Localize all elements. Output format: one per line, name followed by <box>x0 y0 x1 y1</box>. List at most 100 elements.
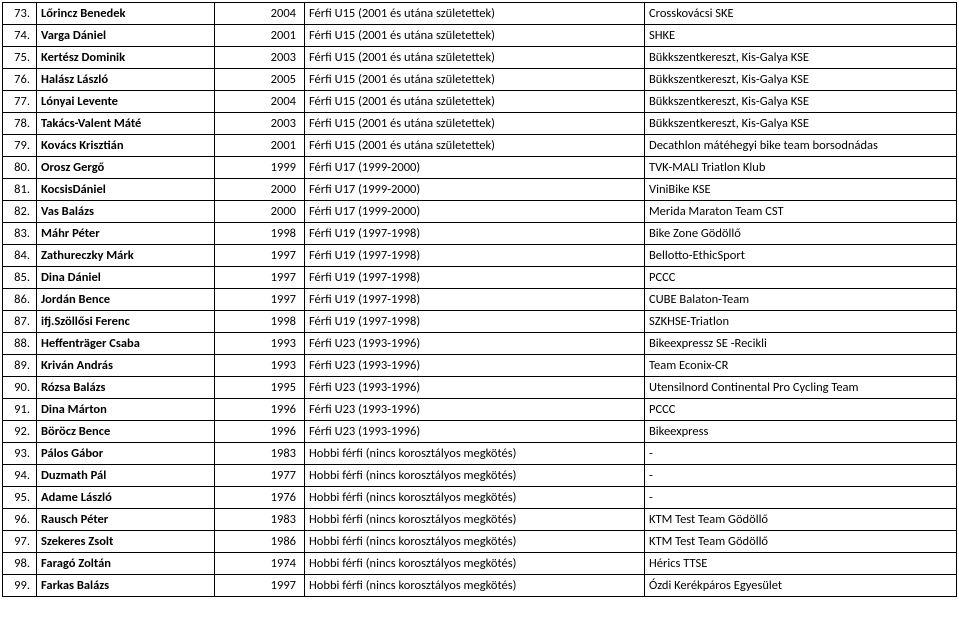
row-number: 99. <box>3 575 37 597</box>
team: Bikeexpress <box>645 421 957 443</box>
category: Férfi U17 (1999-2000) <box>305 179 645 201</box>
birth-year: 2004 <box>215 91 305 113</box>
athlete-name: Farkas Balázs <box>37 575 215 597</box>
athlete-name: Adame László <box>37 487 215 509</box>
athlete-name: ifj.Szöllősi Ferenc <box>37 311 215 333</box>
birth-year: 2000 <box>215 179 305 201</box>
row-number: 88. <box>3 333 37 355</box>
row-number: 89. <box>3 355 37 377</box>
athlete-name: Zathureczky Márk <box>37 245 215 267</box>
birth-year: 1997 <box>215 245 305 267</box>
team: PCCC <box>645 399 957 421</box>
category: Hobbi férfi (nincs korosztályos megkötés… <box>305 575 645 597</box>
birth-year: 2003 <box>215 47 305 69</box>
team: ViniBike KSE <box>645 179 957 201</box>
category: Férfi U15 (2001 és utána születettek) <box>305 91 645 113</box>
birth-year: 2005 <box>215 69 305 91</box>
category: Férfi U19 (1997-1998) <box>305 289 645 311</box>
table-row: 93.Pálos Gábor1983Hobbi férfi (nincs kor… <box>3 443 957 465</box>
table-row: 81.KocsisDániel2000Férfi U17 (1999-2000)… <box>3 179 957 201</box>
row-number: 94. <box>3 465 37 487</box>
athlete-name: Varga Dániel <box>37 25 215 47</box>
athlete-name: Pálos Gábor <box>37 443 215 465</box>
team: SZKHSE-Triatlon <box>645 311 957 333</box>
birth-year: 2000 <box>215 201 305 223</box>
athlete-name: Böröcz Bence <box>37 421 215 443</box>
table-row: 88.Heffenträger Csaba1993Férfi U23 (1993… <box>3 333 957 355</box>
table-row: 92.Böröcz Bence1996Férfi U23 (1993-1996)… <box>3 421 957 443</box>
table-row: 97.Szekeres Zsolt1986Hobbi férfi (nincs … <box>3 531 957 553</box>
category: Hobbi férfi (nincs korosztályos megkötés… <box>305 553 645 575</box>
table-row: 79.Kovács Krisztián2001Férfi U15 (2001 é… <box>3 135 957 157</box>
row-number: 83. <box>3 223 37 245</box>
table-row: 91.Dina Márton1996Férfi U23 (1993-1996)P… <box>3 399 957 421</box>
row-number: 86. <box>3 289 37 311</box>
table-row: 84.Zathureczky Márk1997Férfi U19 (1997-1… <box>3 245 957 267</box>
athlete-name: Jordán Bence <box>37 289 215 311</box>
table-row: 89.Kriván András1993Férfi U23 (1993-1996… <box>3 355 957 377</box>
birth-year: 1977 <box>215 465 305 487</box>
category: Férfi U23 (1993-1996) <box>305 399 645 421</box>
team: PCCC <box>645 267 957 289</box>
athlete-name: Kertész Dominik <box>37 47 215 69</box>
row-number: 80. <box>3 157 37 179</box>
athlete-name: Lónyai Levente <box>37 91 215 113</box>
row-number: 92. <box>3 421 37 443</box>
birth-year: 1996 <box>215 399 305 421</box>
team: Bellotto-EthicSport <box>645 245 957 267</box>
category: Férfi U23 (1993-1996) <box>305 333 645 355</box>
category: Férfi U17 (1999-2000) <box>305 157 645 179</box>
team: Bikeexpressz SE -Recikli <box>645 333 957 355</box>
team: CUBE Balaton-Team <box>645 289 957 311</box>
row-number: 81. <box>3 179 37 201</box>
team: Bükkszentkereszt, Kis-Galya KSE <box>645 91 957 113</box>
team: Bike Zone Gödöllő <box>645 223 957 245</box>
birth-year: 1983 <box>215 443 305 465</box>
team: KTM Test Team Gödöllő <box>645 509 957 531</box>
table-row: 80.Orosz Gergő1999Férfi U17 (1999-2000)T… <box>3 157 957 179</box>
birth-year: 1974 <box>215 553 305 575</box>
row-number: 77. <box>3 91 37 113</box>
birth-year: 2004 <box>215 3 305 25</box>
row-number: 79. <box>3 135 37 157</box>
team: Ózdi Kerékpáros Egyesület <box>645 575 957 597</box>
birth-year: 1995 <box>215 377 305 399</box>
athlete-name: Faragó Zoltán <box>37 553 215 575</box>
team: Merida Maraton Team CST <box>645 201 957 223</box>
table-row: 95.Adame László1976Hobbi férfi (nincs ko… <box>3 487 957 509</box>
athlete-name: Takács-Valent Máté <box>37 113 215 135</box>
team: Bükkszentkereszt, Kis-Galya KSE <box>645 69 957 91</box>
table-row: 96.Rausch Péter1983Hobbi férfi (nincs ko… <box>3 509 957 531</box>
table-row: 86.Jordán Bence1997Férfi U19 (1997-1998)… <box>3 289 957 311</box>
row-number: 82. <box>3 201 37 223</box>
table-row: 87.ifj.Szöllősi Ferenc1998Férfi U19 (199… <box>3 311 957 333</box>
table-row: 77.Lónyai Levente2004Férfi U15 (2001 és … <box>3 91 957 113</box>
athlete-name: Heffenträger Csaba <box>37 333 215 355</box>
category: Hobbi férfi (nincs korosztályos megkötés… <box>305 487 645 509</box>
athlete-name: Orosz Gergő <box>37 157 215 179</box>
row-number: 91. <box>3 399 37 421</box>
athlete-name: Halász László <box>37 69 215 91</box>
table-row: 78.Takács-Valent Máté2003Férfi U15 (2001… <box>3 113 957 135</box>
row-number: 97. <box>3 531 37 553</box>
row-number: 75. <box>3 47 37 69</box>
row-number: 74. <box>3 25 37 47</box>
category: Férfi U23 (1993-1996) <box>305 355 645 377</box>
row-number: 84. <box>3 245 37 267</box>
table-body: 73.Lőrincz Benedek2004Férfi U15 (2001 és… <box>3 3 957 597</box>
athlete-name: Duzmath Pál <box>37 465 215 487</box>
birth-year: 2003 <box>215 113 305 135</box>
row-number: 73. <box>3 3 37 25</box>
row-number: 87. <box>3 311 37 333</box>
category: Férfi U15 (2001 és utána születettek) <box>305 25 645 47</box>
birth-year: 1996 <box>215 421 305 443</box>
birth-year: 1983 <box>215 509 305 531</box>
athlete-name: KocsisDániel <box>37 179 215 201</box>
category: Hobbi férfi (nincs korosztályos megkötés… <box>305 443 645 465</box>
category: Férfi U17 (1999-2000) <box>305 201 645 223</box>
row-number: 85. <box>3 267 37 289</box>
team: Team Econix-CR <box>645 355 957 377</box>
team: TVK-MALI Triatlon Klub <box>645 157 957 179</box>
athlete-name: Máhr Péter <box>37 223 215 245</box>
team: KTM Test Team Gödöllő <box>645 531 957 553</box>
